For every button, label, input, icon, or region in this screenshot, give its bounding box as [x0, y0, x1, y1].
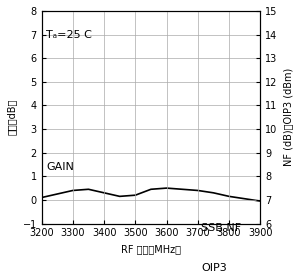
X-axis label: RF 输出（MHz）: RF 输出（MHz）	[121, 244, 181, 254]
Text: OIP3: OIP3	[201, 263, 227, 272]
Y-axis label: 增益（dB）: 增益（dB）	[7, 99, 17, 136]
Text: Tₐ=25 C: Tₐ=25 C	[46, 30, 92, 40]
Text: GAIN: GAIN	[46, 162, 74, 172]
Y-axis label: NF (dB)，OIP3 (dBm): NF (dB)，OIP3 (dBm)	[283, 68, 293, 166]
Text: SSB NF: SSB NF	[201, 223, 241, 233]
